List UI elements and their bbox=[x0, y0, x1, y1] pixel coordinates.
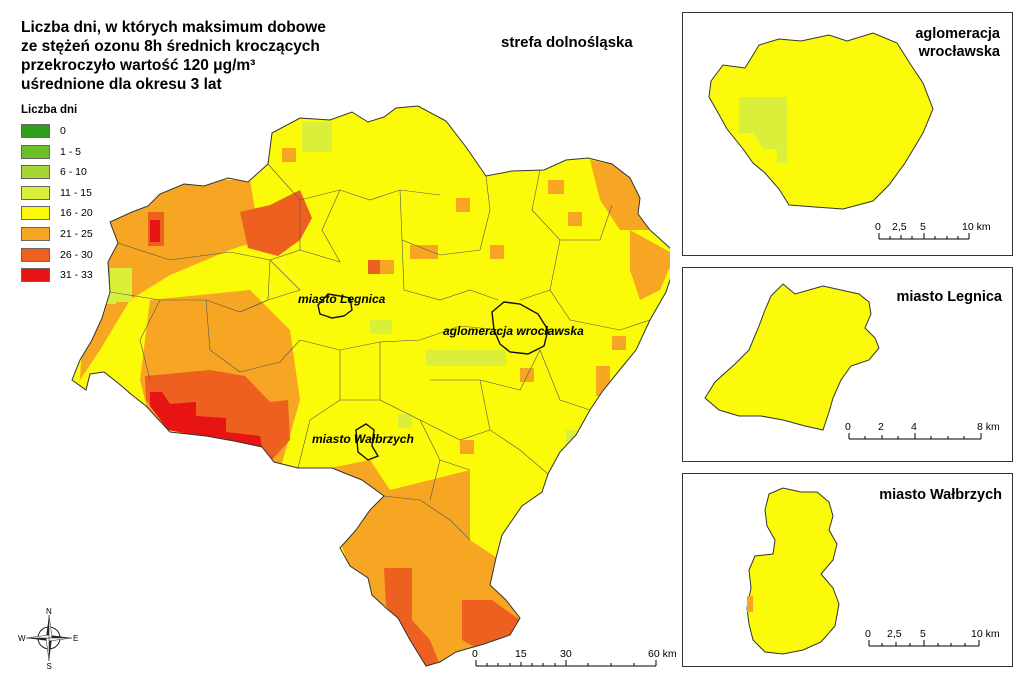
inset-wroclaw-map bbox=[708, 32, 934, 210]
zone-11-15 bbox=[100, 122, 578, 444]
legend-swatch bbox=[21, 206, 50, 221]
inset-walbrzych-title: miasto Wałbrzych bbox=[879, 487, 1002, 503]
legend-label: 26 - 30 bbox=[60, 248, 93, 261]
inset-walbrzych: miasto Wałbrzych 0 2,5 5 10 km bbox=[682, 473, 1013, 667]
scale-tick-label: 8 km bbox=[977, 421, 1000, 433]
label-wroclaw: aglomeracja wrocławska bbox=[443, 324, 584, 338]
scale-tick-label: 2,5 bbox=[887, 628, 902, 640]
scale-tick-label: 10 km bbox=[962, 221, 991, 233]
legnica-boundary bbox=[704, 283, 880, 431]
main-scale-bar: 0 15 30 60 km bbox=[472, 648, 677, 667]
legend-swatch bbox=[21, 144, 50, 159]
walbrzych-city-outline bbox=[355, 423, 380, 461]
legend-label: 31 - 33 bbox=[60, 269, 93, 282]
compass-s: S bbox=[47, 662, 52, 669]
inset-legnica-title: miasto Legnica bbox=[896, 289, 1002, 305]
legend-swatch bbox=[21, 247, 50, 262]
scale-tick-label: 5 bbox=[920, 628, 926, 640]
main-map: miasto Legnica aglomeracja wrocławska mi… bbox=[71, 105, 670, 667]
inset-walbrzych-map bbox=[746, 487, 840, 655]
zone-31-33 bbox=[150, 220, 262, 448]
legend-swatch bbox=[21, 185, 50, 200]
legend-title: Liczba dni bbox=[21, 104, 78, 116]
district-boundaries bbox=[109, 163, 651, 541]
inset-legnica-map bbox=[704, 283, 880, 431]
compass-rose-icon: N S E W bbox=[18, 607, 78, 669]
map-title-line-1: Liczba dni, w których maksimum dobowe bbox=[21, 19, 326, 36]
inset-wroclaw-title: aglomeracja wrocławska bbox=[915, 25, 1000, 61]
scale-tick-label: 0 bbox=[875, 221, 881, 233]
legend-label: 0 bbox=[60, 125, 66, 137]
inset-wroclaw: aglomeracja wrocławska 0 2,5 5 10 km bbox=[682, 12, 1013, 256]
map-title-line-3: przekroczyło wartość 120 μg/m³ bbox=[21, 57, 256, 74]
inset-legnica: miasto Legnica 0 2 4 8 km bbox=[682, 267, 1013, 462]
inset-wroclaw-title-line-2: wrocławska bbox=[918, 44, 1000, 60]
legend-swatch bbox=[21, 268, 50, 283]
scale-tick-label: 2,5 bbox=[892, 221, 907, 233]
wroclaw-agglomeration-outline bbox=[491, 301, 549, 355]
legend-label: 21 - 25 bbox=[60, 227, 93, 240]
map-title: Liczba dni, w których maksimum dobowe ze… bbox=[21, 18, 326, 94]
scale-tick-label: 4 bbox=[911, 421, 917, 433]
scale-tick-label: 60 km bbox=[648, 648, 677, 660]
label-legnica: miasto Legnica bbox=[298, 292, 386, 306]
compass-e: E bbox=[73, 634, 78, 643]
inset-wroclaw-title-line-1: aglomeracja bbox=[915, 26, 1000, 42]
legend-swatch bbox=[21, 124, 50, 138]
legend-label: 1 - 5 bbox=[60, 145, 82, 158]
compass-n: N bbox=[46, 607, 52, 616]
inset-walbrzych-scale-bar: 0 2,5 5 10 km bbox=[865, 628, 1000, 647]
walbrzych-boundary bbox=[746, 487, 840, 655]
scale-tick-label: 10 km bbox=[971, 628, 1000, 640]
scale-tick-label: 0 bbox=[865, 628, 871, 640]
label-walbrzych: miasto Wałbrzych bbox=[312, 432, 414, 446]
scale-tick-label: 30 bbox=[560, 648, 572, 660]
legend-label: 6 - 10 bbox=[60, 166, 87, 179]
scale-tick-label: 0 bbox=[845, 421, 851, 433]
legend-label: 11 - 15 bbox=[60, 186, 92, 199]
legend-swatch bbox=[21, 226, 50, 241]
scale-tick-label: 5 bbox=[920, 221, 926, 233]
legend-label: 16 - 20 bbox=[60, 207, 93, 220]
legnica-city-outline bbox=[317, 293, 353, 319]
compass-w: W bbox=[18, 634, 26, 643]
map-title-line-2: ze stężeń ozonu 8h średnich kroczących bbox=[21, 38, 320, 55]
scale-tick-label: 15 bbox=[515, 648, 527, 660]
scale-tick-label: 0 bbox=[472, 648, 478, 660]
map-title-line-4: uśrednione dla okresu 3 lat bbox=[21, 76, 222, 93]
zone-title: strefa dolnośląska bbox=[501, 34, 633, 51]
legend-swatch bbox=[21, 165, 50, 180]
scale-tick-label: 2 bbox=[878, 421, 884, 433]
inset-legnica-scale-bar: 0 2 4 8 km bbox=[845, 421, 1000, 440]
walbrzych-orange-cell bbox=[747, 596, 753, 612]
inset-wroclaw-scale-bar: 0 2,5 5 10 km bbox=[875, 221, 991, 240]
